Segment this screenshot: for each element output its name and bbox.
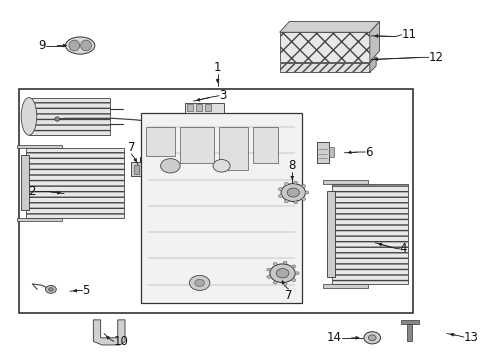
Ellipse shape	[284, 183, 288, 185]
Ellipse shape	[48, 288, 53, 291]
Ellipse shape	[286, 188, 299, 197]
Bar	[204, 104, 210, 111]
Ellipse shape	[266, 275, 270, 278]
Bar	[316, 142, 328, 163]
Ellipse shape	[273, 281, 277, 284]
Bar	[331, 184, 407, 284]
Polygon shape	[369, 22, 379, 62]
Text: 8: 8	[288, 159, 295, 172]
Bar	[187, 104, 193, 111]
Bar	[26, 148, 123, 218]
Text: 9: 9	[39, 39, 46, 52]
Ellipse shape	[301, 198, 305, 201]
Text: 2: 2	[28, 185, 36, 198]
Bar	[21, 155, 29, 211]
Bar	[400, 320, 418, 324]
Text: 14: 14	[326, 331, 341, 344]
Ellipse shape	[305, 191, 308, 194]
Ellipse shape	[45, 285, 56, 293]
Bar	[29, 98, 110, 135]
Bar	[253, 127, 277, 163]
Ellipse shape	[293, 201, 297, 204]
Bar	[180, 127, 214, 163]
Text: 7: 7	[127, 141, 135, 154]
Polygon shape	[279, 22, 379, 32]
Bar	[134, 165, 139, 174]
Ellipse shape	[160, 159, 180, 173]
Ellipse shape	[194, 279, 204, 287]
Bar	[196, 104, 202, 111]
Polygon shape	[93, 320, 125, 345]
Bar	[146, 127, 175, 156]
Bar	[141, 113, 302, 303]
Ellipse shape	[21, 98, 37, 135]
Bar	[141, 165, 146, 174]
Ellipse shape	[55, 117, 60, 121]
Text: 11: 11	[401, 28, 416, 41]
Text: 12: 12	[428, 51, 443, 64]
Ellipse shape	[284, 200, 288, 203]
Ellipse shape	[266, 268, 270, 271]
Bar	[279, 63, 369, 72]
Bar	[407, 324, 411, 341]
Bar	[184, 103, 224, 113]
Ellipse shape	[283, 282, 286, 285]
Ellipse shape	[278, 194, 282, 197]
Ellipse shape	[283, 261, 286, 264]
Ellipse shape	[293, 181, 297, 184]
Bar	[174, 121, 179, 128]
Ellipse shape	[273, 262, 277, 265]
Text: 10: 10	[114, 335, 128, 348]
Text: 4: 4	[399, 242, 406, 255]
Bar	[131, 162, 148, 176]
Text: 7: 7	[284, 289, 291, 302]
Ellipse shape	[291, 265, 295, 268]
Ellipse shape	[69, 40, 80, 51]
Polygon shape	[369, 57, 375, 72]
Ellipse shape	[301, 185, 305, 188]
Ellipse shape	[276, 269, 288, 278]
Ellipse shape	[363, 332, 380, 344]
Bar	[279, 32, 369, 62]
Ellipse shape	[281, 184, 305, 202]
Bar	[327, 191, 334, 277]
Text: 6: 6	[365, 145, 372, 158]
Text: 5: 5	[82, 284, 90, 297]
Ellipse shape	[278, 188, 282, 190]
Polygon shape	[17, 145, 62, 148]
Polygon shape	[323, 284, 367, 288]
Bar	[181, 121, 186, 128]
Ellipse shape	[213, 159, 230, 172]
Polygon shape	[323, 180, 367, 184]
Ellipse shape	[291, 279, 295, 282]
Bar	[219, 127, 248, 170]
Polygon shape	[17, 218, 62, 221]
Text: 1: 1	[213, 61, 221, 74]
Ellipse shape	[189, 275, 209, 291]
Ellipse shape	[65, 37, 95, 54]
Text: 13: 13	[463, 330, 478, 343]
Ellipse shape	[295, 272, 299, 275]
Ellipse shape	[269, 264, 295, 283]
Bar	[19, 89, 412, 313]
Bar	[328, 147, 333, 157]
Ellipse shape	[367, 335, 375, 341]
Text: 3: 3	[219, 89, 226, 102]
Ellipse shape	[81, 40, 91, 51]
Bar	[172, 119, 191, 130]
